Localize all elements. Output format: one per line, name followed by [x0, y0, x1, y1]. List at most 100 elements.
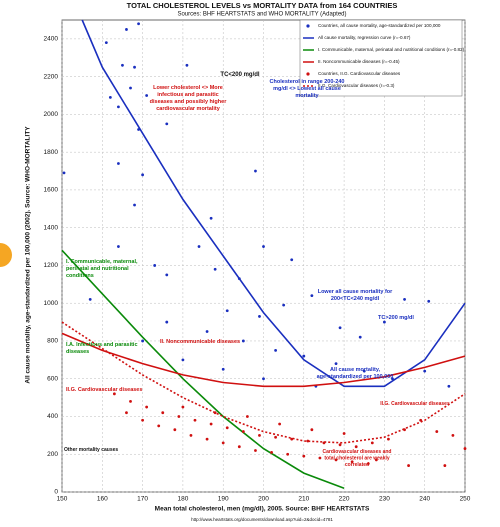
legend-label: Countries, II.G. Cardiovascular diseases: [318, 71, 401, 76]
y-tick-label: 1800: [44, 149, 59, 156]
data-point: [403, 298, 406, 301]
y-tick-label: 2000: [44, 111, 59, 118]
data-point: [137, 22, 140, 26]
data-point: [213, 267, 217, 271]
data-point: [254, 169, 257, 173]
data-point: [334, 458, 338, 462]
data-point: [342, 432, 346, 435]
legend-marker: [306, 72, 310, 76]
annotation: II.G. Cardiovascular diseases: [380, 401, 450, 407]
chart-title: TOTAL CHOLESTEROL LEVELS vs MORTALITY DA…: [127, 1, 398, 10]
annotation: Other mortality causes: [64, 447, 118, 453]
data-point: [181, 405, 185, 409]
data-point: [117, 162, 120, 165]
data-point: [181, 358, 185, 362]
annotation: Lower all cause mortality for 200<TC<240 …: [318, 289, 393, 302]
data-point: [189, 433, 193, 437]
trend-line: [61, 249, 345, 489]
data-point: [133, 65, 136, 69]
annotation: II. Noncommunicable diseases: [160, 339, 240, 345]
data-point: [443, 464, 447, 467]
annotation: All cause mortality, age-standardized per…: [317, 367, 394, 380]
y-tick-label: 1200: [44, 262, 59, 269]
y-tick-label: 2200: [44, 73, 59, 80]
data-point: [117, 105, 120, 109]
data-point: [193, 418, 197, 422]
annotation: Cholesterol in range 200-240 mg/dl <> Low…: [270, 79, 345, 99]
data-point: [423, 369, 427, 373]
data-point: [391, 377, 394, 381]
legend-label: I. Communicable, maternal, perinatal and…: [318, 47, 465, 52]
x-tick-label: 220: [339, 496, 350, 503]
data-point: [185, 63, 189, 67]
legend-label: II. Noncommunicable diseases (r=-0.45): [318, 59, 400, 64]
data-point: [165, 122, 169, 126]
legend-label: All cause mortality, regression curve (r…: [318, 35, 411, 40]
data-point: [383, 320, 386, 324]
y-tick-label: 1400: [44, 224, 59, 231]
data-point: [133, 203, 136, 207]
data-point: [141, 418, 145, 422]
data-point: [225, 426, 229, 430]
y-axis-label: All cause mortality, age-standardized pe…: [25, 126, 32, 384]
data-point: [197, 245, 201, 248]
data-point: [173, 428, 177, 432]
chart-subtitle: Sources: BHF HEARTSTATS and WHO MORTALIT…: [177, 12, 346, 18]
data-point: [145, 94, 149, 97]
data-point: [374, 458, 378, 462]
data-point: [310, 428, 314, 432]
legend-marker: [306, 24, 310, 28]
annotation: TC>200 mg/dl: [378, 315, 414, 321]
y-tick-label: 1600: [44, 187, 59, 194]
data-point: [62, 171, 66, 175]
data-point: [278, 422, 282, 426]
data-point: [358, 335, 362, 339]
data-point: [161, 411, 165, 415]
x-tick-label: 180: [177, 496, 188, 503]
data-point: [435, 430, 439, 433]
data-point: [262, 245, 265, 248]
data-point: [108, 96, 112, 99]
y-tick-label: 200: [47, 451, 58, 458]
data-point: [338, 326, 342, 330]
data-point: [125, 411, 128, 415]
annotation: TC<200 mg/dl: [220, 72, 260, 78]
x-axis-label: Mean total cholesterol, men (mg/dl), 200…: [155, 506, 370, 513]
data-point: [290, 437, 294, 441]
y-tick-label: 600: [47, 375, 58, 382]
data-point: [334, 362, 338, 366]
legend-label: II.G. Cardiovascular diseases (r=-0.3): [318, 83, 395, 88]
data-point: [463, 447, 467, 450]
x-tick-label: 160: [97, 496, 108, 503]
data-point: [205, 330, 209, 333]
y-tick-label: 400: [47, 413, 58, 420]
data-point: [145, 405, 149, 409]
data-point: [262, 377, 265, 381]
y-tick-label: 1000: [44, 300, 59, 307]
data-point: [302, 354, 306, 358]
data-point: [290, 258, 294, 262]
data-point: [141, 339, 145, 343]
data-point: [209, 422, 213, 426]
data-point: [302, 454, 306, 458]
x-tick-label: 210: [298, 496, 309, 503]
data-point: [427, 299, 431, 303]
data-point: [117, 245, 120, 248]
data-point: [241, 339, 245, 343]
x-tick-label: 240: [419, 496, 430, 503]
data-point: [177, 415, 181, 418]
data-point: [387, 437, 390, 441]
annotation: II.G. Cardiovascular diseases: [66, 387, 142, 393]
x-tick-label: 150: [57, 496, 68, 503]
data-point: [141, 173, 145, 177]
data-point: [245, 415, 249, 418]
data-point: [254, 449, 257, 452]
data-point: [366, 462, 370, 466]
data-point: [221, 441, 225, 445]
data-point: [121, 63, 124, 67]
data-point: [318, 456, 322, 460]
data-point: [350, 460, 354, 464]
data-point: [274, 435, 277, 439]
data-point: [125, 28, 128, 31]
